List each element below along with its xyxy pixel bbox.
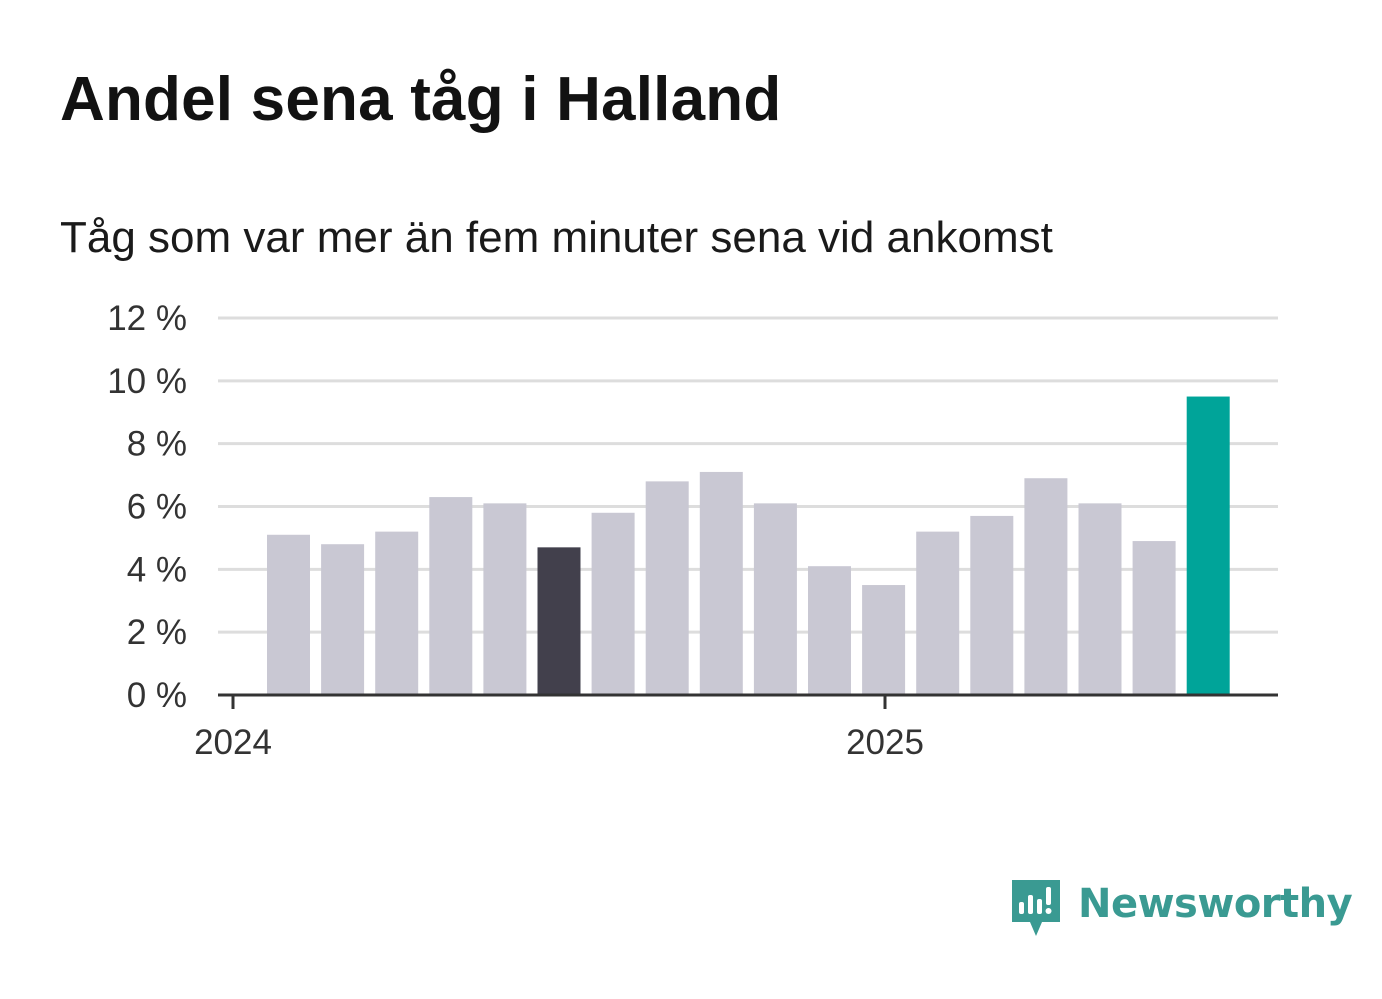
bar-2024-07 — [591, 512, 635, 695]
bar-2025-01 — [916, 531, 960, 695]
y-tick-label: 2 % — [127, 613, 187, 652]
bar-2024-06 — [537, 547, 581, 695]
bar-2024-09 — [699, 471, 743, 695]
brand-logo: Newsworthy — [1010, 878, 1353, 940]
bar-2025-02 — [970, 515, 1014, 695]
x-tick-label: 2024 — [194, 723, 272, 762]
bar-2024-10 — [753, 503, 797, 695]
y-tick-label: 10 % — [107, 362, 187, 401]
brand-name: Newsworthy — [1078, 881, 1353, 927]
bar-2024-05 — [483, 503, 527, 695]
y-tick-label: 6 % — [127, 488, 187, 527]
chart-subtitle: Tåg som var mer än fem minuter sena vid … — [60, 213, 1053, 262]
bar-2024-04 — [429, 497, 473, 695]
bar-2025-04 — [1078, 503, 1122, 695]
bar-2024-08 — [645, 481, 689, 695]
chart-title: Andel sena tåg i Halland — [60, 65, 782, 134]
y-tick-label: 8 % — [127, 425, 187, 464]
bar-2024-01 — [267, 534, 310, 695]
bar-2025-03 — [1024, 478, 1068, 695]
bar-2025-05 — [1132, 541, 1176, 695]
bars — [267, 396, 1230, 695]
y-tick-label: 12 % — [107, 299, 187, 338]
tick-labels: 0 % 2 % 4 % 6 % 8 % 10 % 12 % 2024 2025 — [107, 299, 924, 762]
bar-2024-11 — [808, 566, 851, 695]
newsworthy-logo-icon — [1012, 880, 1060, 936]
axes — [218, 693, 1278, 709]
x-tick-label: 2025 — [846, 723, 924, 762]
bar-2024-12 — [862, 585, 906, 695]
bar-2024-02 — [321, 544, 365, 695]
y-tick-label: 0 % — [127, 676, 187, 715]
bar-2025-06 — [1186, 396, 1230, 695]
y-tick-label: 4 % — [127, 550, 187, 589]
bar-2024-03 — [375, 531, 419, 695]
